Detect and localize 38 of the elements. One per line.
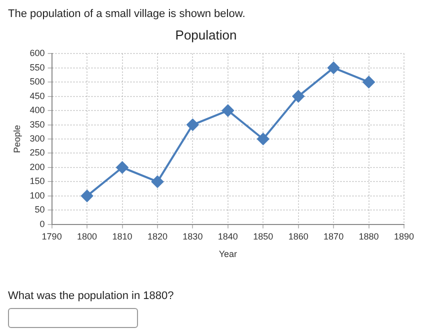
x-tick-label: 1880 (358, 231, 379, 242)
x-tick-label: 1840 (218, 231, 238, 242)
x-tick-label: 1830 (182, 231, 203, 242)
x-tick-label: 1860 (288, 231, 308, 242)
y-tick-label: 200 (30, 162, 45, 172)
x-tick-label: 1820 (147, 231, 168, 242)
y-tick-label: 550 (30, 62, 45, 72)
point (81, 190, 94, 202)
y-tick-label: 300 (30, 133, 45, 144)
chart-title: Population (175, 27, 237, 42)
point (186, 118, 199, 131)
point (257, 133, 270, 145)
x-tick-label: 1810 (112, 231, 132, 242)
y-tick-label: 400 (30, 105, 45, 116)
point (328, 62, 340, 74)
x-tick-label: 1890 (394, 231, 414, 242)
x-tick-label: 1870 (324, 231, 344, 242)
point (116, 161, 128, 174)
y-tick-label: 350 (30, 119, 45, 130)
text: What was the population in 1880? (8, 290, 175, 302)
x-tick-label: 1800 (77, 231, 98, 242)
y-tick-label: 450 (30, 90, 45, 101)
x-tick-label: 1790 (42, 231, 62, 242)
point (222, 104, 234, 117)
point (292, 90, 304, 102)
x-tick-label: 1850 (253, 231, 274, 242)
y-tick-label: 600 (30, 48, 45, 58)
y-axis-title: People (12, 124, 22, 154)
y-tick-label: 0 (40, 218, 45, 229)
y-tick-label: 250 (30, 148, 45, 158)
text: The population of a small village is shown below. (8, 8, 246, 20)
y-tick-label: 500 (30, 76, 45, 87)
point (151, 176, 164, 188)
y-tick-label: 150 (30, 176, 45, 186)
y-tick-label: 50 (34, 204, 45, 215)
y-tick-label: 100 (30, 190, 45, 200)
x-axis-title: Year (218, 249, 237, 260)
point (362, 76, 375, 88)
